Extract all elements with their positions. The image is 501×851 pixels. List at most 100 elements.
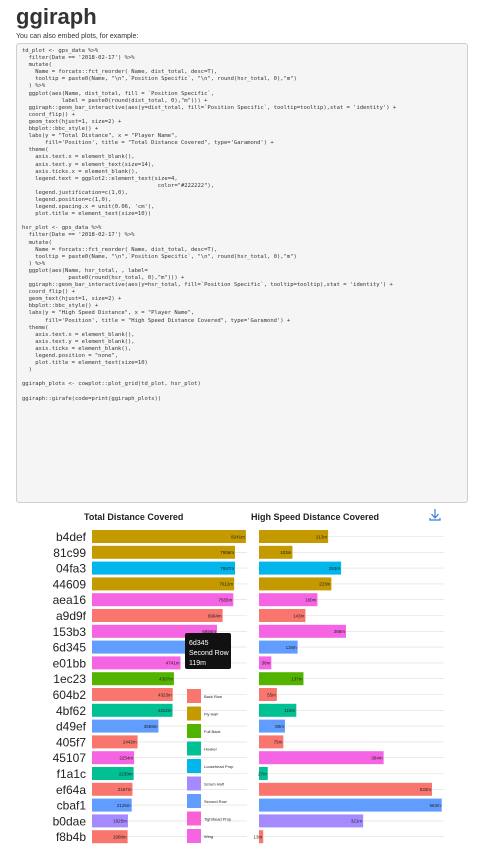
bar[interactable] <box>259 609 306 622</box>
bar-value-label: 563m <box>429 803 441 808</box>
legend-key <box>187 759 201 773</box>
bar[interactable] <box>92 640 216 654</box>
bar-value-label: 2230m <box>119 771 133 776</box>
bar-value-label: 6994m <box>208 613 222 618</box>
bar[interactable] <box>259 751 384 765</box>
ggiraph-plot[interactable]: Total Distance Covered b4def 8241m 81c99 765… <box>16 506 480 851</box>
bar[interactable] <box>259 767 268 780</box>
bar[interactable] <box>92 830 128 844</box>
category-label: aea16 <box>53 593 87 607</box>
bar[interactable] <box>92 545 235 559</box>
ggiraph-widget[interactable]: Total Distance Covered b4def 8241m 81c99 765… <box>16 506 480 851</box>
bar[interactable] <box>92 577 235 591</box>
category-label: b0dae <box>53 814 87 828</box>
bar[interactable] <box>92 688 173 701</box>
legend-label: Scrum Half <box>204 782 225 787</box>
bar[interactable] <box>259 719 285 733</box>
bar[interactable] <box>92 672 174 686</box>
category-label: 81c99 <box>53 546 86 560</box>
bar[interactable] <box>259 782 432 796</box>
tooltip-line: Second Row <box>189 650 230 657</box>
bar[interactable] <box>259 672 304 686</box>
bar[interactable] <box>259 530 329 543</box>
bar-value-label: 384m <box>371 756 383 761</box>
category-label: f1a1c <box>57 767 86 781</box>
bar-value-label: 213m <box>316 534 328 539</box>
legend-key <box>187 829 201 843</box>
category-label: 4bf62 <box>56 704 86 718</box>
bar-value-label: 115m <box>284 708 295 713</box>
bar-value-label: 7612m <box>219 582 233 587</box>
bar[interactable] <box>259 688 277 701</box>
category-label: d49ef <box>56 720 87 734</box>
bar-value-label: 253m <box>329 566 341 571</box>
bar[interactable] <box>259 656 272 670</box>
bar[interactable] <box>259 798 442 812</box>
bar[interactable] <box>259 814 364 828</box>
bar-value-label: 137m <box>291 677 303 682</box>
legend-label: Hooker <box>204 747 218 752</box>
bar[interactable] <box>259 735 284 749</box>
bar-value-label: 6694m <box>202 629 216 634</box>
code-text: td_plot <- gps_data %>% filter(Date == '… <box>22 48 397 402</box>
intro-text: You can also embed plots, for example: <box>16 33 139 40</box>
legend-label: Wing <box>204 834 213 839</box>
bar[interactable] <box>259 640 298 654</box>
bar[interactable] <box>92 767 134 780</box>
bar[interactable] <box>92 561 235 575</box>
bar[interactable] <box>92 593 234 607</box>
bar[interactable] <box>92 656 181 670</box>
legend-label: Tighthead Prop <box>204 817 232 822</box>
bar[interactable] <box>259 830 264 844</box>
legend-label: Full Back <box>204 729 220 734</box>
bar[interactable] <box>92 719 159 733</box>
download-icon-part <box>429 518 441 521</box>
bar[interactable] <box>92 814 128 828</box>
category-label: a9d9f <box>56 609 87 623</box>
code-block: td_plot <- gps_data %>% filter(Date == '… <box>16 43 468 503</box>
legend-key <box>187 689 201 703</box>
bar-value-label: 4323m <box>158 692 172 697</box>
bar[interactable] <box>259 561 342 575</box>
bar-value-label: 119m <box>286 645 297 650</box>
bar[interactable] <box>92 703 173 717</box>
bar-value-label: 4312m <box>158 708 172 713</box>
bar-value-label: 4387m <box>159 677 173 682</box>
legend-key <box>187 794 201 808</box>
bar-value-label: 7657m <box>220 566 234 571</box>
chart-title-0: Total Distance Covered <box>84 512 183 522</box>
bar-value-label: 8241m <box>231 534 245 539</box>
bar[interactable] <box>92 782 133 796</box>
page-title: ggiraph <box>16 4 97 29</box>
bar[interactable] <box>259 577 332 591</box>
bar[interactable] <box>259 703 297 717</box>
bar[interactable] <box>259 624 346 638</box>
bar-value-label: 180m <box>305 598 317 603</box>
category-label: cbaf1 <box>57 799 87 813</box>
bar[interactable] <box>92 530 246 543</box>
category-label: 6d345 <box>53 641 87 655</box>
legend-label: Fly Half <box>204 712 218 717</box>
category-label: f8b4b <box>56 830 86 844</box>
legend-key <box>187 724 201 738</box>
bar[interactable] <box>259 593 318 607</box>
bar-value-label: 2254m <box>119 756 133 761</box>
bar[interactable] <box>259 545 293 559</box>
download-icon[interactable] <box>429 509 441 521</box>
legend-key <box>187 706 201 721</box>
bar[interactable] <box>92 609 223 622</box>
bar-value-label: 223m <box>319 582 331 587</box>
bar-value-label: 4741m <box>166 661 180 666</box>
bar-value-label: 2442m <box>123 740 137 745</box>
legend-key <box>187 741 201 756</box>
category-label: 44609 <box>53 577 87 591</box>
bar-value-label: 1908m <box>113 835 127 840</box>
bar[interactable] <box>92 751 135 765</box>
bar[interactable] <box>92 798 132 812</box>
bar[interactable] <box>92 735 138 749</box>
bar-value-label: 38m <box>262 661 271 666</box>
bar-value-label: 2125m <box>117 803 131 808</box>
legend-label: Back Row <box>204 694 222 699</box>
chart-title-1: High Speed Distance Covered <box>251 512 379 522</box>
